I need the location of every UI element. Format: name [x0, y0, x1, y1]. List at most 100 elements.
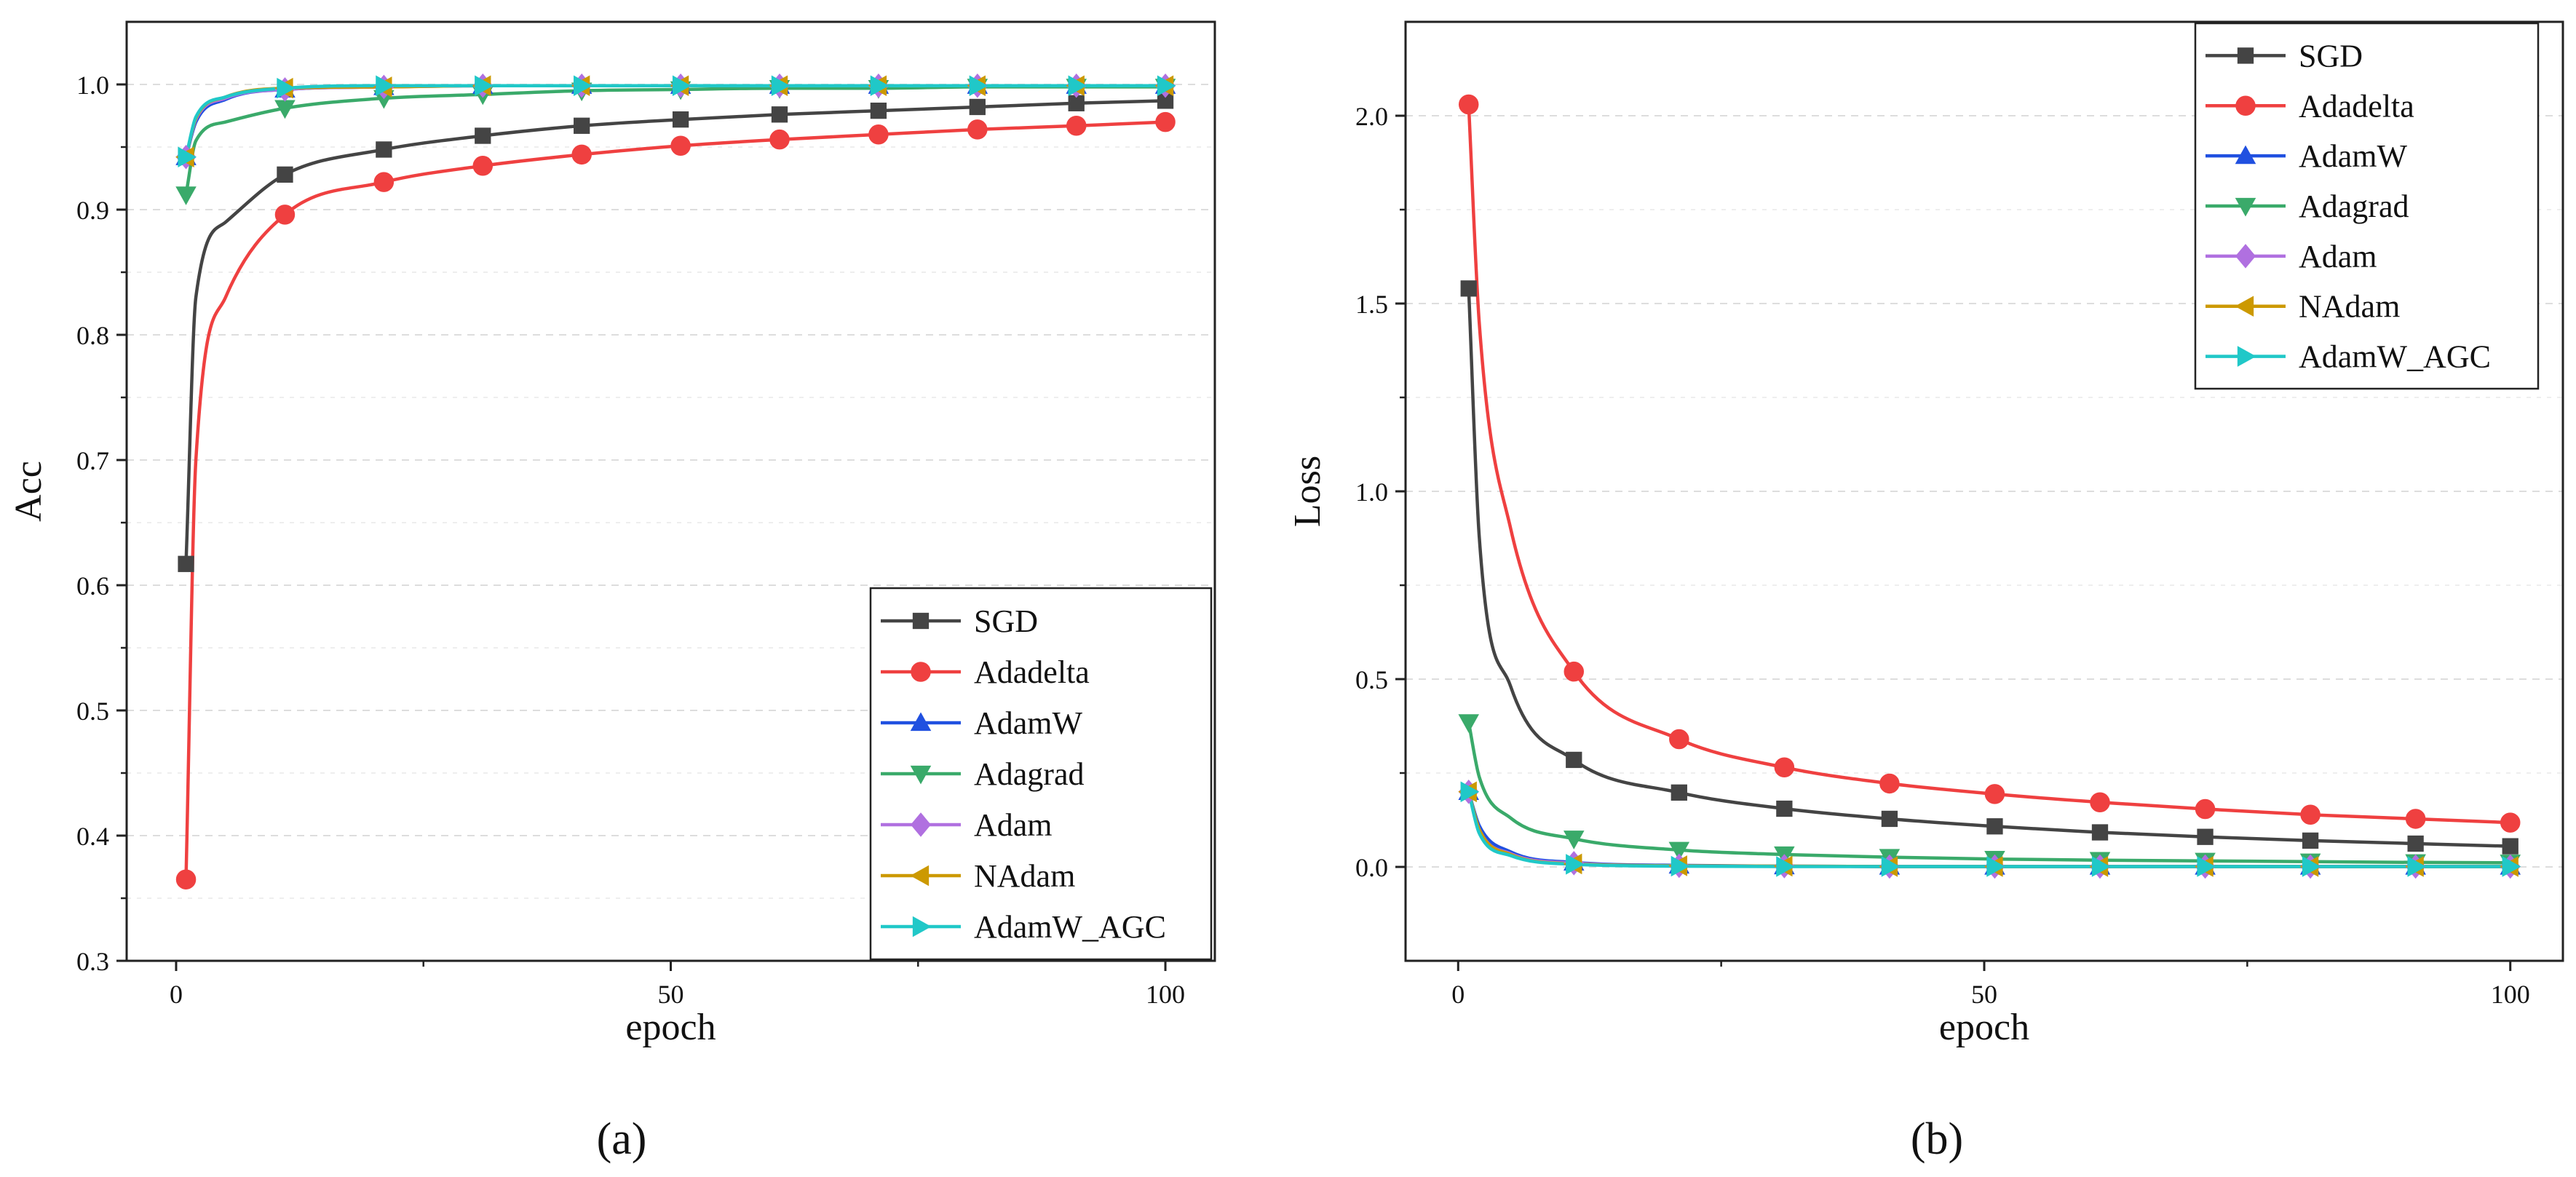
- legend-item-adadelta: Adadelta: [881, 654, 1090, 690]
- marker-adadelta: [1984, 784, 2005, 804]
- marker-adadelta: [769, 129, 790, 150]
- marker-adagrad: [1668, 841, 1690, 861]
- y-tick-label: 1.0: [76, 71, 109, 100]
- series-markers: [175, 73, 1176, 889]
- marker-sgd: [574, 117, 590, 134]
- legend-item-nadam: NAdam: [2206, 289, 2400, 325]
- legend-marker: [911, 662, 931, 682]
- y-tick-label: 1.5: [1355, 290, 1388, 319]
- marker-sgd: [969, 98, 986, 116]
- marker-adamw-agc: [1068, 75, 1087, 96]
- legend-marker: [910, 712, 932, 732]
- marker-adadelta: [1066, 116, 1087, 136]
- legend-item-adamw-agc: AdamW_AGC: [881, 909, 1166, 945]
- legend-marker: [2235, 197, 2256, 217]
- legend-marker: [2235, 145, 2256, 165]
- legend-item-adamw-agc: AdamW_AGC: [2206, 339, 2491, 375]
- y-tick-label: 0.5: [76, 697, 109, 726]
- y-axis-title: Acc: [8, 461, 49, 522]
- marker-adadelta: [2300, 804, 2321, 825]
- legend-label: AdamW_AGC: [2299, 339, 2491, 375]
- marker-adamw-agc: [969, 75, 988, 96]
- marker-sgd: [2502, 838, 2518, 855]
- y-tick-label: 2.0: [1355, 102, 1388, 131]
- marker-sgd: [2302, 832, 2319, 849]
- marker-sgd: [2407, 835, 2424, 852]
- marker-adamw-agc: [376, 75, 395, 96]
- marker-sgd: [376, 141, 392, 158]
- legend-item-nadam: NAdam: [881, 858, 1075, 894]
- marker-adamw-agc: [2091, 856, 2111, 877]
- marker-sgd: [1460, 280, 1477, 297]
- x-tick-label: 50: [658, 980, 684, 1009]
- legend: SGD Adadelta AdamW Adagrad Adam NAdam AdamW_AG…: [869, 587, 1213, 961]
- series-markers: [1458, 94, 2521, 879]
- legend-label: AdamW_AGC: [974, 909, 1166, 945]
- marker-sgd: [2091, 824, 2109, 841]
- marker-adadelta: [1669, 729, 1689, 750]
- marker-adadelta: [373, 172, 395, 192]
- y-tick-label: 0.5: [1355, 665, 1388, 694]
- marker-adadelta: [2405, 809, 2426, 829]
- marker-adadelta: [1458, 94, 1479, 115]
- legend-marker: [910, 765, 932, 785]
- x-tick-label: 50: [1971, 980, 1997, 1009]
- marker-adamw-agc: [1776, 856, 1795, 877]
- x-axis-title: epoch: [1939, 1007, 2029, 1048]
- legend-label: SGD: [2299, 38, 2363, 74]
- marker-adamw-agc: [2302, 856, 2321, 877]
- marker-adamw-agc: [870, 75, 889, 96]
- marker-adamw-agc: [2407, 856, 2427, 877]
- marker-adadelta: [868, 124, 889, 145]
- marker-sgd: [870, 102, 887, 119]
- legend-marker: [2235, 244, 2256, 269]
- chart-panel-acc: 0 50 100 0.3 0.4 0.5 0.6 0.7 0.8 0.9 1.0 epoch Acc SG…: [8, 20, 1216, 1048]
- marker-sgd: [277, 166, 293, 183]
- legend-label: AdamW: [2299, 138, 2408, 174]
- marker-adamw-agc: [1460, 781, 1480, 803]
- marker-sgd: [1776, 800, 1793, 817]
- legend-item-sgd: SGD: [2206, 38, 2363, 74]
- marker-sgd: [1881, 810, 1898, 828]
- marker-adamw-agc: [1566, 854, 1585, 875]
- legend-item-adam: Adam: [2206, 239, 2377, 274]
- marker-adadelta: [1155, 111, 1176, 132]
- legend-marker: [2235, 95, 2256, 116]
- marker-adagrad: [175, 186, 197, 205]
- marker-adamw-agc: [672, 75, 691, 96]
- legend-item-adadelta: Adadelta: [2206, 88, 2414, 124]
- marker-adadelta: [967, 119, 988, 140]
- legend-marker: [2237, 346, 2256, 367]
- x-tick-label: 100: [2491, 980, 2530, 1009]
- marker-sgd: [475, 127, 491, 144]
- chart-panel-loss: 0 50 100 0.0 0.5 1.0 1.5 2.0 epoch Loss SGD Adadelt…: [1287, 20, 2564, 1048]
- marker-sgd: [1986, 818, 2003, 835]
- marker-adamw-agc: [475, 75, 494, 96]
- marker-adadelta: [2090, 792, 2110, 812]
- legend-label: NAdam: [2299, 289, 2400, 325]
- marker-adamw-agc: [277, 77, 296, 99]
- legend-label: Adam: [974, 807, 1053, 843]
- x-tick-label: 0: [1451, 980, 1465, 1009]
- marker-adamw-agc: [574, 75, 593, 96]
- series-line-adadelta: [1467, 104, 2510, 825]
- legend-item-sgd: SGD: [881, 603, 1038, 639]
- marker-sgd: [2197, 828, 2214, 845]
- y-tick-label: 0.9: [76, 196, 109, 225]
- legend-item-adamw: AdamW: [881, 705, 1083, 741]
- marker-adadelta: [571, 144, 592, 165]
- y-tick-label: 0.8: [76, 321, 109, 350]
- legend-marker: [910, 865, 930, 887]
- legend-label: AdamW: [974, 705, 1083, 741]
- marker-adamw-agc: [2502, 856, 2521, 877]
- marker-adadelta: [1564, 661, 1585, 682]
- marker-adamw-agc: [771, 75, 790, 96]
- legend-marker: [911, 812, 931, 837]
- y-tick-label: 1.0: [1355, 477, 1388, 507]
- marker-sgd: [178, 555, 194, 572]
- marker-adadelta: [274, 205, 296, 225]
- legend-label: Adadelta: [974, 654, 1090, 690]
- legend-marker: [912, 916, 932, 938]
- marker-adadelta: [175, 869, 197, 889]
